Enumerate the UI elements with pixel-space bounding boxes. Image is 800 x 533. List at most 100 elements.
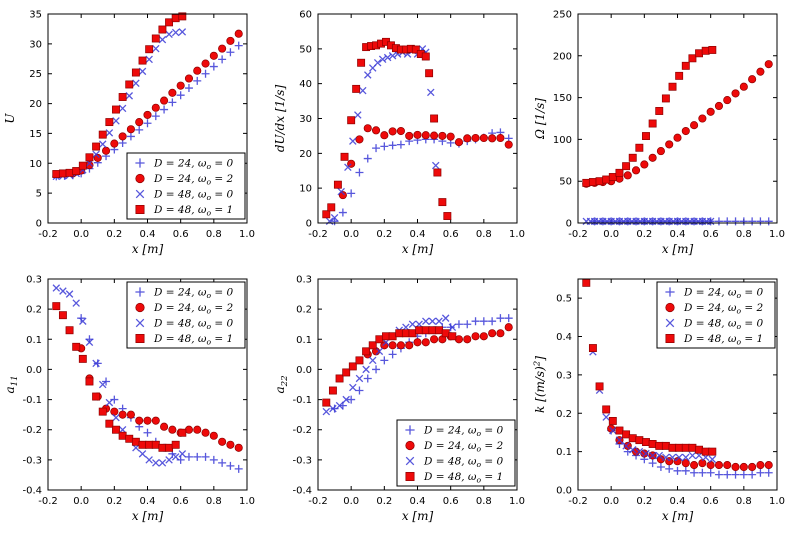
series-circle xyxy=(607,424,773,472)
x-tick-label: -0.2 xyxy=(38,229,58,240)
x-tick-label: 0.4 xyxy=(140,496,156,507)
x-tick-label: 0.6 xyxy=(703,496,719,507)
x-tick-label: 0.6 xyxy=(173,229,189,240)
x-tick-label: 0.0 xyxy=(73,496,89,507)
x-tick-label: 0.2 xyxy=(376,229,392,240)
y-axis-label: Ω [1/s] xyxy=(533,98,547,140)
x-tick-label: 0.6 xyxy=(173,496,189,507)
series-plus xyxy=(590,217,773,226)
x-tick-label: 0.8 xyxy=(736,496,752,507)
y-tick-label: 50 xyxy=(559,177,572,188)
series-square xyxy=(582,278,717,456)
y-tick-label: 0.0 xyxy=(296,365,312,376)
x-axis-ticks: -0.2 0.0 0.2 0.4 0.6 0.8 1.0 xyxy=(568,14,785,240)
y-tick-label: -0.1 xyxy=(22,395,42,406)
legend: D = 24, ωo = 0D = 24, ωo = 2 D = 48, ωo =… xyxy=(126,281,246,349)
x-tick-label: 1.0 xyxy=(239,496,255,507)
legend: D = 24, ωo = 0D = 24, ωo = 2 D = 48, ωo =… xyxy=(656,281,776,349)
x-tick-label: -0.2 xyxy=(308,496,328,507)
legend-entry: D = 48, ωo = 1 xyxy=(405,471,503,485)
legend-entry-label: D = 24, ωo = 2 xyxy=(683,302,764,316)
y-tick-label: -0.2 xyxy=(292,425,312,436)
x-tick-label: 0.8 xyxy=(206,496,222,507)
y-tick-label: 0 xyxy=(566,219,572,230)
legend-entry-label: D = 48, ωo = 0 xyxy=(153,318,234,332)
y-tick-label: 50 xyxy=(299,44,312,55)
legend-entry: D = 48, ωo = 0 xyxy=(135,189,234,203)
y-tick-label: 0.1 xyxy=(556,447,572,458)
y-tick-label: 200 xyxy=(553,51,572,62)
x-tick-label: -0.2 xyxy=(568,229,588,240)
x-tick-label: -0.2 xyxy=(568,496,588,507)
legend-entry: D = 24, ωo = 0 xyxy=(135,158,234,172)
y-tick-label: 0.2 xyxy=(556,409,572,420)
y-axis-ticks: 0 50 100 150 200 250 xyxy=(553,10,777,230)
x-tick-label: -0.2 xyxy=(308,229,328,240)
y-tick-label: 20 xyxy=(299,149,312,160)
subplot-a11: -0.2 0.0 0.2 0.4 0.6 0.8 1.0 -0.4 -0.3 -0.2 -0.1 0.… xyxy=(3,275,255,524)
y-axis-label: a22 xyxy=(273,375,290,393)
x-tick-label: 1.0 xyxy=(769,229,785,240)
y-tick-label: 0 xyxy=(36,219,42,230)
x-axis-label: x [m] xyxy=(402,242,434,256)
y-tick-label: 0 xyxy=(306,219,312,230)
x-tick-label: 0.0 xyxy=(603,229,619,240)
y-tick-label: 100 xyxy=(553,135,572,146)
series-square xyxy=(52,302,187,452)
x-tick-label: 0.6 xyxy=(703,229,719,240)
legend-entry-label: D = 24, ωo = 0 xyxy=(683,287,764,301)
y-tick-label: -0.1 xyxy=(292,395,312,406)
y-tick-label: 0.4 xyxy=(556,332,572,343)
legend-entry-label: D = 24, ωo = 0 xyxy=(153,287,234,301)
x-tick-label: 1.0 xyxy=(239,229,255,240)
y-tick-label: -0.4 xyxy=(292,486,312,497)
y-tick-label: 0.3 xyxy=(26,275,42,286)
y-tick-label: 30 xyxy=(29,39,42,50)
x-tick-label: 0.8 xyxy=(476,229,492,240)
y-tick-label: 20 xyxy=(29,99,42,110)
legend-entry: D = 24, ωo = 2 xyxy=(665,302,764,316)
y-tick-label: 30 xyxy=(299,114,312,125)
y-axis-label: dU/dx [1/s] xyxy=(273,85,287,153)
subplot-k: -0.2 0.0 0.2 0.4 0.6 0.8 1.00.00.10.20.30.40.5… xyxy=(532,278,785,523)
y-tick-label: 60 xyxy=(299,10,312,21)
legend-entry-label: D = 48, ωo = 0 xyxy=(423,456,504,470)
y-axis-ticks: 0 10 20 30 40 50 60 xyxy=(299,10,517,230)
y-tick-label: 0.1 xyxy=(26,335,42,346)
subplot-U: -0.2 0.0 0.2 0.4 0.6 0.8 1.0 0 5 10 15 20 25 30 35 x [m… xyxy=(3,10,255,257)
axes-frame xyxy=(577,13,778,224)
legend-entry-label: D = 24, ωo = 0 xyxy=(423,425,504,439)
y-tick-label: 35 xyxy=(29,10,42,21)
x-tick-label: 0.4 xyxy=(140,229,156,240)
legend: D = 24, ωo = 0D = 24, ωo = 2 D = 48, ωo =… xyxy=(126,152,246,220)
y-tick-label: 0.0 xyxy=(556,486,572,497)
x-tick-label: 0.8 xyxy=(206,229,222,240)
y-tick-label: 0.2 xyxy=(296,305,312,316)
y-axis-label: k [(m/s)2] xyxy=(532,356,547,413)
x-tick-label: 0.2 xyxy=(636,496,652,507)
legend-entry-label: D = 48, ωo = 0 xyxy=(153,189,234,203)
legend-entry: D = 24, ωo = 0 xyxy=(665,287,764,301)
series-square xyxy=(322,37,452,220)
legend-entry: D = 48, ωo = 0 xyxy=(405,456,504,470)
x-tick-label: 0.4 xyxy=(410,496,426,507)
y-tick-label: -0.3 xyxy=(22,455,42,466)
series-square xyxy=(322,326,457,407)
series-x xyxy=(582,217,715,226)
legend-entry-label: D = 24, ωo = 0 xyxy=(153,158,234,172)
legend-entry-label: D = 24, ωo = 2 xyxy=(423,440,504,454)
axes-frame xyxy=(47,13,248,224)
x-tick-label: 0.8 xyxy=(736,229,752,240)
legend-entry: D = 24, ωo = 2 xyxy=(405,440,504,454)
x-tick-label: 0.0 xyxy=(73,229,89,240)
x-tick-label: 0.0 xyxy=(343,229,359,240)
x-tick-label: 0.2 xyxy=(106,496,122,507)
series-circle xyxy=(77,344,243,452)
legend-entry-label: D = 48, ωo = 0 xyxy=(683,318,764,332)
x-axis-label: x [m] xyxy=(662,242,694,256)
x-tick-label: 0.2 xyxy=(106,229,122,240)
subplot-a22: -0.2 0.0 0.2 0.4 0.6 0.8 1.0 -0.4 -0.3 -0.2 -0.1 0.… xyxy=(273,275,525,524)
legend-entry: D = 48, ωo = 1 xyxy=(135,204,233,218)
